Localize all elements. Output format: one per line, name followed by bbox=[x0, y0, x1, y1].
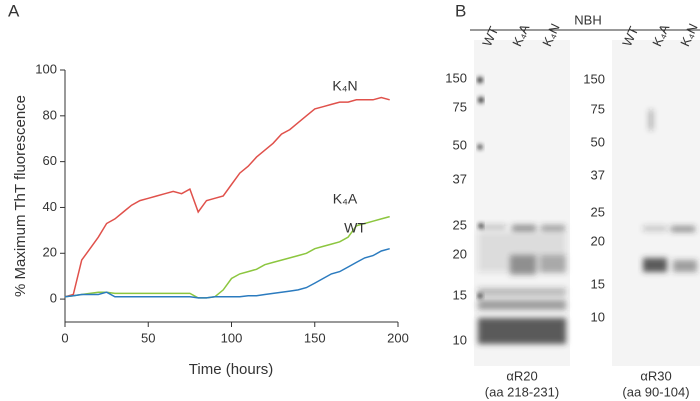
marker-label: 25 bbox=[591, 204, 605, 219]
marker-label: 150 bbox=[445, 70, 467, 85]
x-tick-label: 150 bbox=[304, 330, 326, 345]
y-tick-label: 40 bbox=[43, 199, 57, 214]
x-axis-label: Time (hours) bbox=[189, 361, 273, 378]
marker-label: 75 bbox=[591, 101, 605, 116]
series-label: WT bbox=[344, 219, 366, 235]
marker-label: 20 bbox=[453, 246, 467, 261]
x-tick-label: 0 bbox=[61, 330, 68, 345]
group-label: NBH bbox=[574, 12, 601, 27]
marker-label: 50 bbox=[453, 137, 467, 152]
y-tick-label: 0 bbox=[50, 291, 57, 306]
y-tick-label: 20 bbox=[43, 245, 57, 260]
x-tick-label: 50 bbox=[141, 330, 155, 345]
marker-label: 150 bbox=[583, 71, 605, 86]
marker-label: 75 bbox=[453, 99, 467, 114]
y-tick-label: 80 bbox=[43, 107, 57, 122]
epitope-label: (aa 218-231) bbox=[485, 384, 559, 399]
blot-image bbox=[474, 40, 700, 366]
antibody-label: αR20 bbox=[506, 368, 537, 383]
marker-label: 37 bbox=[591, 167, 605, 182]
marker-label: 10 bbox=[591, 309, 605, 324]
marker-label: 15 bbox=[591, 276, 605, 291]
series-label: K₄N bbox=[332, 77, 357, 93]
x-tick-label: 100 bbox=[221, 330, 243, 345]
epitope-label: (aa 90-104) bbox=[622, 384, 689, 399]
marker-label: 20 bbox=[591, 233, 605, 248]
series-label: K₄A bbox=[333, 190, 358, 206]
series-line bbox=[64, 247, 390, 299]
panel-label: A bbox=[8, 1, 20, 20]
marker-label: 50 bbox=[591, 134, 605, 149]
panel-label: B bbox=[455, 1, 466, 20]
antibody-label: αR30 bbox=[640, 368, 671, 383]
marker-label: 15 bbox=[453, 287, 467, 302]
series-line bbox=[64, 96, 390, 298]
series-line bbox=[64, 215, 390, 299]
x-tick-label: 200 bbox=[387, 330, 409, 345]
marker-label: 25 bbox=[453, 217, 467, 232]
marker-label: 37 bbox=[453, 171, 467, 186]
marker-label: 10 bbox=[453, 332, 467, 347]
y-tick-label: 60 bbox=[43, 153, 57, 168]
y-axis-label: % Maximum ThT fluorescence bbox=[12, 95, 29, 297]
y-tick-label: 100 bbox=[35, 61, 57, 76]
